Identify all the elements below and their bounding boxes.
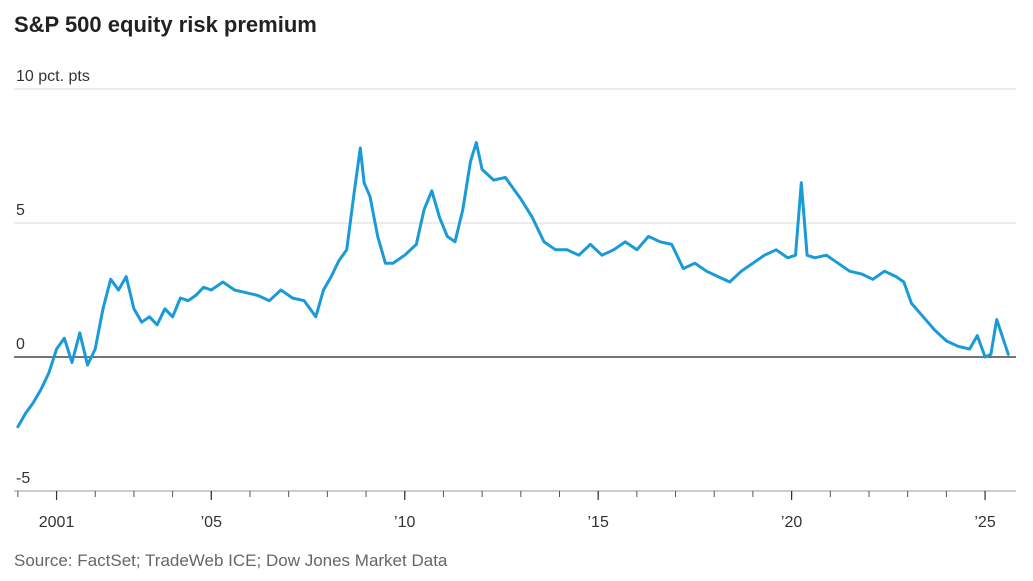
source-note: Source: FactSet; TradeWeb ICE; Dow Jones…: [14, 551, 448, 570]
y-tick-label: 0: [16, 336, 25, 353]
x-tick-label: ’10: [394, 514, 415, 531]
chart-title: S&P 500 equity risk premium: [14, 12, 317, 37]
series-group: [16, 141, 1010, 429]
x-tick-label: ’25: [974, 514, 995, 531]
y-tick-label: 5: [16, 202, 25, 219]
y-axis-ticks: 10 pct. pts 5 0 -5: [16, 68, 90, 487]
x-tick-label: ’20: [781, 514, 802, 531]
series-line: [16, 141, 1010, 429]
y-tick-label: -5: [16, 470, 30, 487]
x-tick-label: 2001: [39, 514, 75, 531]
gridlines: [14, 88, 1016, 492]
x-tick-label: ’15: [587, 514, 608, 531]
y-tick-label: 10 pct. pts: [16, 68, 90, 85]
x-axis: 2001 ’05 ’10 ’15 ’20 ’25: [14, 490, 1016, 531]
x-tick-label: ’05: [201, 514, 222, 531]
